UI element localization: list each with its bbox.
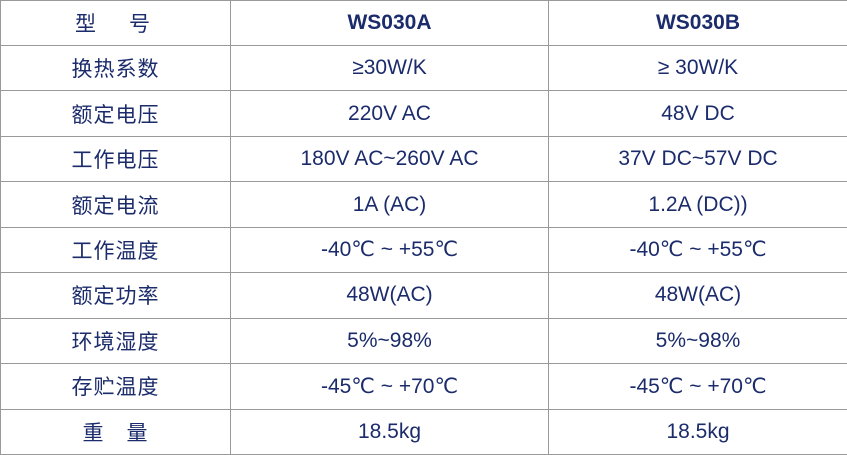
table-row: 额定功率 48W(AC) 48W(AC)	[0, 272, 847, 319]
table-row: 额定电流 1A (AC) 1.2A (DC))	[0, 181, 847, 228]
header-cell: WS030A	[230, 0, 549, 46]
row-label: 额定电压	[0, 90, 231, 137]
cell: 1A (AC)	[230, 181, 549, 228]
cell: 5%~98%	[230, 317, 549, 365]
cell: -45℃ ~ +70℃	[230, 363, 549, 410]
cell: -45℃ ~ +70℃	[548, 363, 847, 410]
cell: 180V AC~260V AC	[230, 135, 549, 183]
table-row: 换热系数 ≥30W/K ≥ 30W/K	[0, 44, 847, 92]
cell: 18.5kg	[230, 408, 549, 455]
table-row: 工作温度 -40℃ ~ +55℃ -40℃ ~ +55℃	[0, 226, 847, 274]
cell: -40℃ ~ +55℃	[548, 226, 847, 274]
row-label: 存贮温度	[0, 363, 231, 410]
cell: ≥30W/K	[230, 44, 549, 92]
row-label: 重 量	[0, 408, 231, 455]
cell: 48W(AC)	[548, 272, 847, 319]
table-body: 换热系数 ≥30W/K ≥ 30W/K 额定电压 220V AC 48V DC 工作电压 18…	[0, 44, 847, 455]
row-label: 工作电压	[0, 135, 231, 183]
table-row: 工作电压 180V AC~260V AC 37V DC~57V DC	[0, 135, 847, 183]
header-cell: WS030B	[548, 0, 847, 46]
header-row: 型 号 WS030A WS030B	[0, 0, 847, 46]
cell: 48W(AC)	[230, 272, 549, 319]
table-row: 重 量 18.5kg 18.5kg	[0, 408, 847, 455]
cell: 1.2A (DC))	[548, 181, 847, 228]
table-row: 额定电压 220V AC 48V DC	[0, 90, 847, 137]
row-label: 环境湿度	[0, 317, 231, 365]
row-label: 工作温度	[0, 226, 231, 274]
header-cell: 型 号	[0, 0, 231, 46]
cell: 220V AC	[230, 90, 549, 137]
cell: 5%~98%	[548, 317, 847, 365]
row-label: 额定功率	[0, 272, 231, 319]
cell: 18.5kg	[548, 408, 847, 455]
table-row: 环境湿度 5%~98% 5%~98%	[0, 317, 847, 365]
cell: ≥ 30W/K	[548, 44, 847, 92]
cell: -40℃ ~ +55℃	[230, 226, 549, 274]
cell: 48V DC	[548, 90, 847, 137]
table-row: 存贮温度 -45℃ ~ +70℃ -45℃ ~ +70℃	[0, 363, 847, 410]
row-label: 额定电流	[0, 181, 231, 228]
row-label: 换热系数	[0, 44, 231, 92]
cell: 37V DC~57V DC	[548, 135, 847, 183]
